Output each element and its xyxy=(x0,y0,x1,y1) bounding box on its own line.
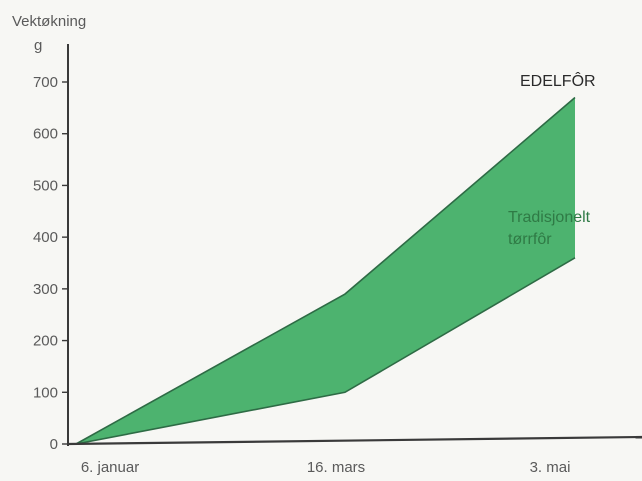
series-line-edelfor xyxy=(75,96,576,445)
y-tick-label: 500 xyxy=(33,177,58,194)
series-line-tradisjonelt xyxy=(75,257,576,445)
y-axis-unit: g xyxy=(34,37,42,54)
y-tick-label: 0 xyxy=(50,436,58,453)
x-axis-line xyxy=(67,435,642,446)
y-axis-title: Vektøkning xyxy=(12,13,86,30)
series-label-tradisjonelt: Tradisjonelt tørrfôr xyxy=(508,209,591,248)
x-tick-label: 3. mai xyxy=(530,459,571,476)
y-tick-label: 200 xyxy=(33,333,58,350)
y-tick-label: 300 xyxy=(33,281,58,298)
range-band-area xyxy=(76,97,575,444)
y-tick-label: 700 xyxy=(33,74,58,91)
x-tick-label: 16. mars xyxy=(307,459,365,476)
y-tick-label: 400 xyxy=(33,229,58,246)
series-label-edelfor: EDELFÔR xyxy=(520,71,596,90)
y-tick-label: 600 xyxy=(33,126,58,143)
x-tick-label: 6. januar xyxy=(81,459,139,476)
y-tick-label: 100 xyxy=(33,384,58,401)
